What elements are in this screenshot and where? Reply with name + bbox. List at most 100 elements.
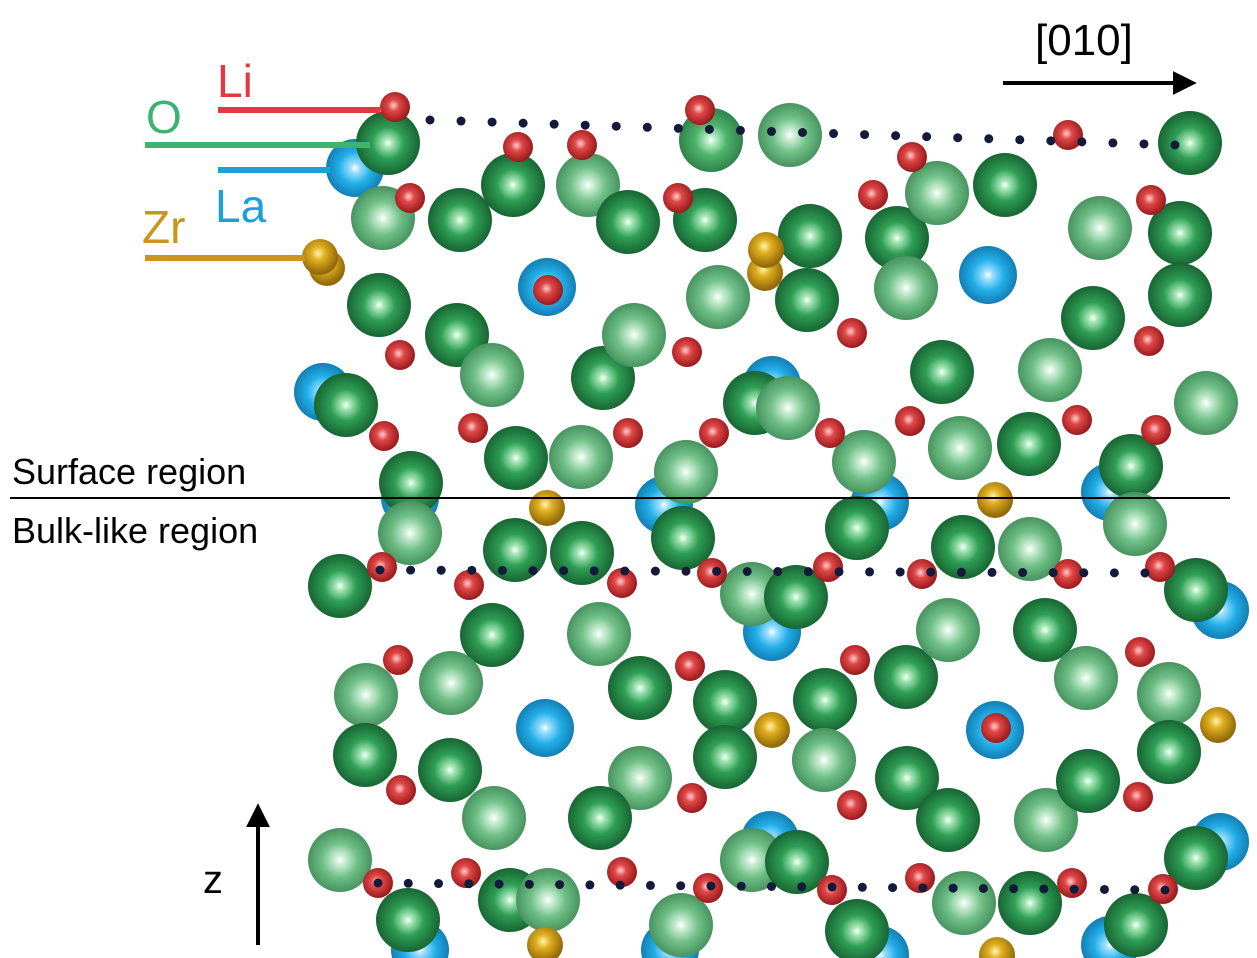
li-atom	[1141, 415, 1171, 445]
surface-region-label: Surface region	[12, 451, 246, 492]
bulk-region-label: Bulk-like region	[12, 510, 258, 551]
li-atom	[858, 180, 888, 210]
layer-dot	[926, 567, 936, 577]
li-atom	[385, 340, 415, 370]
o-atom	[550, 521, 614, 585]
li-atom	[1062, 405, 1092, 435]
layer-dot	[742, 566, 752, 576]
li-atom	[1136, 185, 1166, 215]
o-atom	[484, 426, 548, 490]
li-atom	[1125, 637, 1155, 667]
layer-dot	[615, 880, 625, 890]
o-atom	[998, 517, 1062, 581]
layer-dot	[829, 129, 839, 139]
zr-atom	[302, 239, 338, 275]
li-atom	[697, 558, 727, 588]
li-atom	[533, 275, 563, 305]
zr-atom	[977, 482, 1013, 518]
o-atom	[483, 518, 547, 582]
li-atom	[1134, 326, 1164, 356]
layer-dot	[528, 566, 538, 576]
legend-li-label: Li	[217, 55, 253, 107]
layer-dot	[524, 879, 534, 889]
o-atom	[1104, 893, 1168, 957]
layer-dot	[895, 567, 905, 577]
o-atom	[1061, 286, 1125, 350]
o-atom	[1164, 826, 1228, 890]
o-atom	[931, 515, 995, 579]
o-atom	[865, 206, 929, 270]
legend-zr-label: Zr	[142, 201, 185, 253]
o-atom	[651, 506, 715, 570]
o-atom	[764, 565, 828, 629]
layer-dot	[1130, 885, 1140, 895]
layer-dot	[373, 878, 383, 888]
layer-dot	[611, 121, 621, 131]
li-atom	[675, 651, 705, 681]
o-atom	[686, 265, 750, 329]
li-atom	[451, 858, 481, 888]
layer-dot	[464, 879, 474, 889]
layer-dot	[891, 131, 901, 141]
o-atom	[874, 256, 938, 320]
o-atom	[1174, 371, 1238, 435]
layer-dot	[425, 115, 435, 125]
o-atom	[1158, 111, 1222, 175]
o-atom	[347, 273, 411, 337]
o-atom	[792, 728, 856, 792]
layer-dot	[1079, 568, 1089, 578]
o-atom	[334, 663, 398, 727]
o-atom	[308, 828, 372, 892]
layer-dot	[518, 118, 528, 128]
layer-dot	[735, 125, 745, 135]
o-atom	[693, 670, 757, 734]
o-atom	[932, 871, 996, 935]
layer-dot	[673, 123, 683, 133]
o-atom	[654, 440, 718, 504]
layer-dot	[1170, 140, 1180, 150]
o-atom	[1099, 434, 1163, 498]
li-atom	[895, 406, 925, 436]
layer-dot	[827, 882, 837, 892]
o-atom	[825, 496, 889, 560]
zr-atoms	[302, 232, 1236, 958]
o-atom	[756, 376, 820, 440]
li-atom	[677, 783, 707, 813]
li-atom	[663, 183, 693, 213]
layer-dot	[456, 116, 466, 126]
layer-dot	[860, 130, 870, 140]
o-atom	[1164, 558, 1228, 622]
direction-label: [010]	[1035, 16, 1133, 65]
o-atom	[928, 416, 992, 480]
layer-dot	[406, 565, 416, 575]
layer-dot	[1009, 884, 1019, 894]
o-atom	[1137, 720, 1201, 784]
o-atom	[916, 788, 980, 852]
li-atom	[369, 421, 399, 451]
layer-dot	[549, 119, 559, 129]
li-atom	[458, 413, 488, 443]
o-atom	[378, 501, 442, 565]
li-atom	[837, 318, 867, 348]
o-atom	[916, 598, 980, 662]
o-atom	[973, 153, 1037, 217]
o-atom	[602, 303, 666, 367]
li-atom	[905, 863, 935, 893]
layer-dot	[580, 120, 590, 130]
o-atom	[775, 268, 839, 332]
layer-dot	[436, 565, 446, 575]
o-atom	[596, 190, 660, 254]
o-atom	[462, 786, 526, 850]
li-atom	[395, 183, 425, 213]
li-atom	[454, 570, 484, 600]
li-atom	[1057, 868, 1087, 898]
o-atom	[832, 430, 896, 494]
o-atom	[314, 373, 378, 437]
layer-dot	[978, 883, 988, 893]
o-atom	[428, 188, 492, 252]
li-atom	[813, 552, 843, 582]
layer-dot	[767, 882, 776, 891]
li-atom	[699, 418, 729, 448]
o-atom	[1018, 338, 1082, 402]
